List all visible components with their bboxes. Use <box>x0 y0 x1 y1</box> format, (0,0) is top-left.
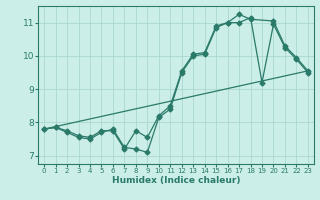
X-axis label: Humidex (Indice chaleur): Humidex (Indice chaleur) <box>112 176 240 185</box>
